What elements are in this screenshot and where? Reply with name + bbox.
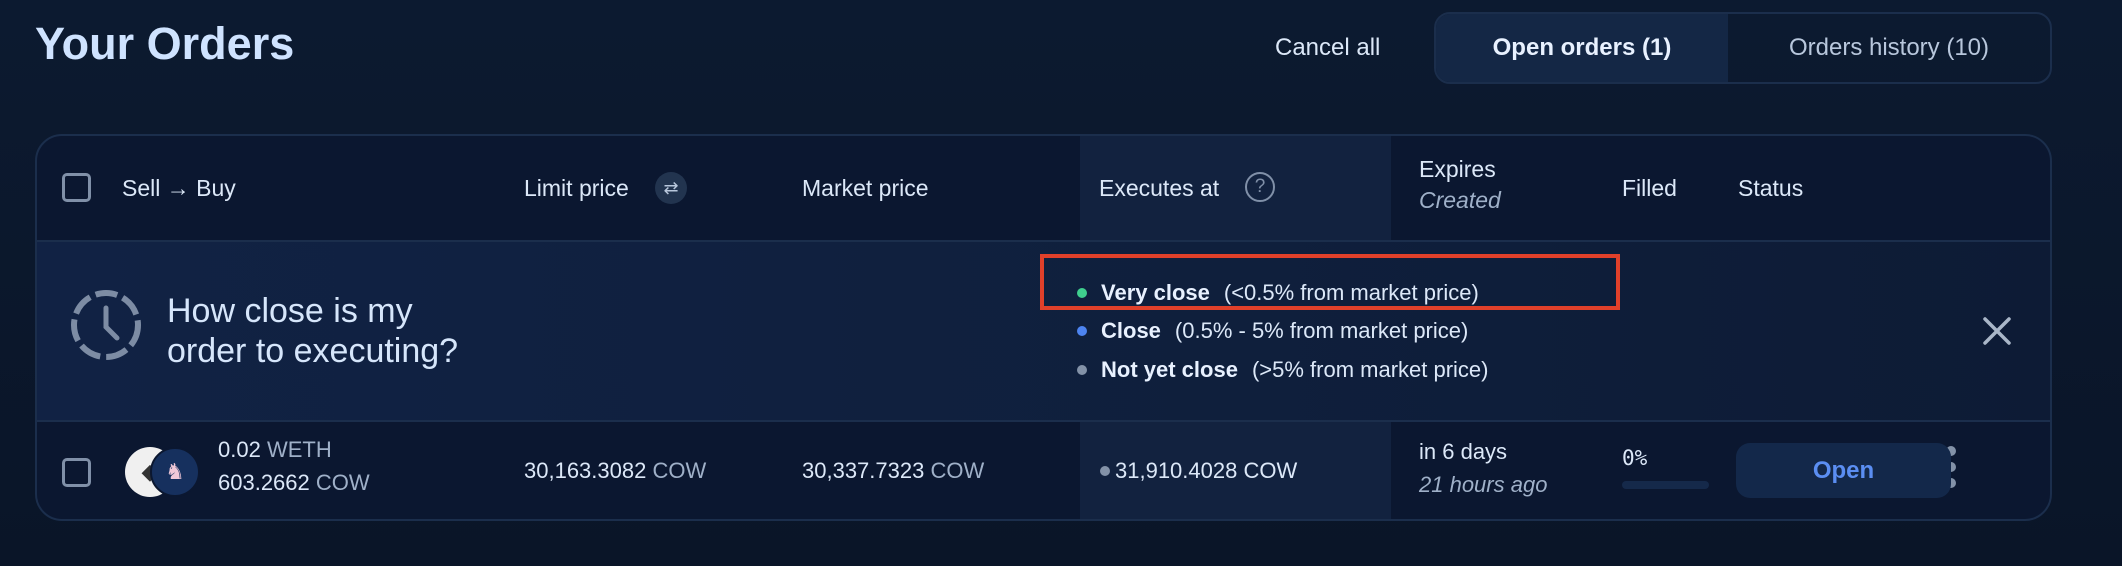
filled-progress-bar [1622,481,1709,489]
market-price-unit: COW [930,458,985,483]
blue-dot-icon [1077,326,1087,336]
gray-dot-icon [1077,365,1087,375]
expires: in 6 days [1419,439,1508,464]
gray-dot-icon [1100,466,1110,476]
executes-at-column-bg [1080,136,1391,240]
limit-price-unit: COW [652,458,707,483]
more-options-icon[interactable] [1946,446,1956,488]
orders-table: Sell → Buy Limit price ⇄ Market price Ex… [35,134,2052,521]
executes-at-cell-bg [1080,422,1391,519]
legend-close: Close (0.5% - 5% from market price) [1077,318,1468,344]
table-row: ◆ ♞ 0.02 WETH 603.2662 COW 30,163.3082 C… [37,422,2050,519]
tab-open-orders[interactable]: Open orders (1) [1436,14,1728,82]
col-market-price: Market price [802,175,929,201]
limit-price-value: 30,163.3082 [524,458,647,483]
legend-very-close: Very close (<0.5% from market price) [1077,280,1479,306]
highlight-box [1040,254,1620,310]
sell-token: WETH [266,437,332,462]
col-status: Status [1738,175,1804,201]
green-dot-icon [1077,288,1087,298]
buy-token: COW [315,470,370,495]
legend-not-yet-close: Not yet close (>5% from market price) [1077,357,1489,383]
legend-desc: (0.5% - 5% from market price) [1174,318,1469,343]
status-open-button[interactable]: Open [1736,443,1951,498]
buy-amount: 603.2662 COW [218,470,370,496]
select-all-checkbox[interactable] [62,173,91,202]
banner-title-line1: How close is my [167,292,413,330]
banner-title-line2: order to executing? [167,332,459,370]
col-expires: Expires [1419,156,1496,182]
swap-price-icon[interactable]: ⇄ [655,172,687,204]
col-filled: Filled [1622,175,1677,201]
sell-amount-value: 0.02 [218,437,261,462]
cancel-all-button[interactable]: Cancel all [1275,34,1381,61]
market-price-value: 30,337.7323 [802,458,925,483]
page-title: Your Orders [35,18,295,69]
col-limit-price: Limit price [524,175,629,201]
executes-at-value: 31,910.4028 COW [1115,458,1298,483]
tab-orders-history[interactable]: Orders history (10) [1788,34,1990,61]
row-checkbox[interactable] [62,458,91,487]
legend-label: Close [1101,318,1161,343]
market-price: 30,337.7323 COW [802,458,984,484]
clock-icon [71,290,141,360]
help-icon[interactable]: ? [1245,172,1275,202]
close-icon[interactable] [1982,316,2012,346]
legend-desc: (<0.5% from market price) [1223,280,1479,305]
orders-tabs: Open orders (1) Orders history (10) [1434,12,2052,84]
buy-amount-value: 603.2662 [218,470,310,495]
col-executes-at: Executes at [1099,175,1220,201]
sell-amount: 0.02 WETH [218,437,332,463]
col-created: Created [1419,187,1501,213]
legend-label: Not yet close [1101,357,1238,382]
legend-desc: (>5% from market price) [1251,357,1489,382]
cow-token-icon: ♞ [150,447,200,497]
col-sell-buy[interactable]: Sell → Buy [122,175,236,201]
filled-percent: 0% [1622,446,1648,470]
limit-price: 30,163.3082 COW [524,458,706,484]
created: 21 hours ago [1419,472,1548,497]
legend-label: Very close [1101,280,1210,305]
executes-at: 31,910.4028 COW [1100,458,1297,484]
